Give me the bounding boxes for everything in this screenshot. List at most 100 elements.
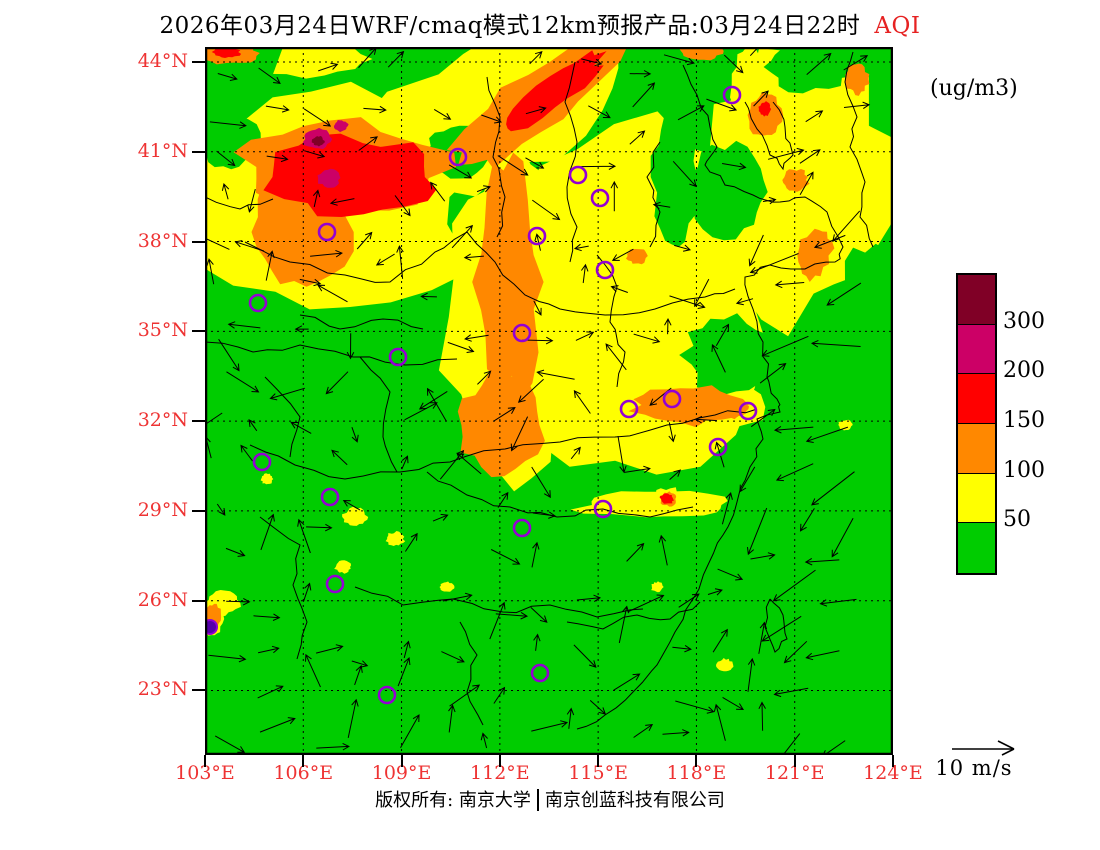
wind-arrow-icon bbox=[805, 650, 840, 661]
colorbar-segment bbox=[958, 374, 995, 424]
page-title: 2026年03月24日WRF/cmaq模式12km预报产品:03月24日22时 A… bbox=[20, 6, 1060, 40]
wind-arrow-icon bbox=[447, 341, 475, 353]
lon-tick bbox=[892, 755, 894, 767]
station-marker-filled bbox=[205, 619, 218, 635]
wind-arrow-icon bbox=[799, 171, 814, 196]
lat-tick bbox=[192, 420, 205, 423]
colorbar-segment bbox=[958, 473, 995, 524]
wind-arrow-icon bbox=[652, 201, 671, 210]
wind-arrow-icon bbox=[773, 687, 809, 698]
wind-arrow-icon bbox=[717, 568, 744, 581]
wind-arrow-icon bbox=[762, 196, 777, 205]
wind-arrow-icon bbox=[662, 729, 690, 737]
wind-arrow-icon bbox=[303, 108, 332, 127]
wind-arrow-icon bbox=[433, 108, 452, 120]
station-marker bbox=[595, 260, 615, 280]
wind-arrow-icon bbox=[216, 503, 226, 516]
wind-arrow-icon bbox=[761, 615, 802, 642]
wind-arrow-icon bbox=[476, 185, 491, 193]
wind-arrow-icon bbox=[265, 250, 275, 281]
wind-arrow-icon bbox=[531, 720, 569, 732]
wind-arrow-icon bbox=[529, 50, 543, 65]
wind-arrow-icon bbox=[448, 164, 473, 179]
wind-arrow-icon bbox=[394, 195, 411, 217]
lat-label: 35°N bbox=[137, 319, 188, 342]
wind-arrow-icon bbox=[401, 455, 409, 470]
wind-arrow-icon bbox=[663, 54, 695, 66]
wind-arrow-icon bbox=[611, 248, 634, 261]
station-marker bbox=[248, 293, 268, 313]
wind-arrow-icon bbox=[387, 50, 405, 68]
map-border bbox=[205, 47, 893, 755]
station-marker bbox=[320, 487, 340, 507]
wind-arrow-icon bbox=[234, 240, 265, 252]
wind-arrow-icon bbox=[354, 664, 363, 686]
station-marker bbox=[377, 685, 397, 705]
wind-arrow-icon bbox=[358, 136, 378, 151]
wind-arrow-icon bbox=[463, 253, 484, 261]
wind-arrow-icon bbox=[490, 549, 521, 565]
footer-company: 南京创蓝科技有限公司 bbox=[544, 790, 725, 811]
wind-arrow-icon bbox=[580, 162, 617, 170]
lon-label: 112°E bbox=[470, 762, 530, 784]
wind-arrow-icon bbox=[257, 685, 284, 699]
wind-arrow-icon bbox=[217, 73, 238, 81]
lon-label: 115°E bbox=[568, 762, 628, 784]
wind-arrow-icon bbox=[318, 62, 339, 72]
wind-arrow-icon bbox=[832, 210, 861, 243]
wind-arrows-layer bbox=[205, 47, 871, 755]
colorbar bbox=[956, 273, 997, 575]
station-marker bbox=[619, 399, 639, 419]
wind-arrow-icon bbox=[448, 704, 456, 733]
wind-arrow-icon bbox=[253, 613, 281, 621]
wind-arrow-icon bbox=[404, 532, 418, 552]
wind-arrow-icon bbox=[589, 700, 607, 715]
wind-arrow-icon bbox=[510, 416, 529, 452]
lon-label: 118°E bbox=[666, 762, 727, 784]
wind-arrow-icon bbox=[226, 371, 260, 393]
wind-arrow-icon bbox=[317, 284, 348, 303]
wind-arrow-icon bbox=[722, 696, 745, 711]
lat-label: 44°N bbox=[137, 49, 188, 72]
wind-arrow-icon bbox=[610, 180, 619, 212]
colorbar-label: 200 bbox=[1003, 358, 1045, 384]
wind-arrow-icon bbox=[753, 90, 769, 107]
wind-arrow-icon bbox=[258, 67, 281, 85]
wind-arrow-icon bbox=[310, 249, 343, 258]
lat-tick bbox=[192, 330, 205, 333]
wind-arrow-icon bbox=[493, 407, 516, 422]
wind-arrow-icon bbox=[216, 150, 236, 167]
wind-arrow-icon bbox=[214, 735, 246, 753]
wind-scale-label: 10 m/s bbox=[935, 756, 1013, 780]
wind-arrow-icon bbox=[342, 499, 361, 511]
station-marker bbox=[317, 222, 337, 242]
wind-arrow-icon bbox=[205, 412, 223, 426]
wind-arrow-icon bbox=[257, 645, 280, 654]
wind-arrow-icon bbox=[629, 70, 652, 78]
lat-label: 29°N bbox=[137, 498, 188, 521]
colorbar-segment bbox=[958, 275, 995, 325]
wind-arrow-icon bbox=[290, 421, 312, 434]
wind-arrow-icon bbox=[721, 491, 733, 525]
wind-arrow-icon bbox=[783, 640, 808, 664]
wind-arrow-icon bbox=[805, 426, 849, 443]
boundaries-layer bbox=[205, 51, 874, 730]
wind-arrow-icon bbox=[627, 594, 665, 613]
wind-arrow-icon bbox=[206, 258, 215, 285]
wind-arrow-icon bbox=[677, 105, 705, 121]
footer: 版权所有: 南京大学 南京创蓝科技有限公司 bbox=[0, 786, 1100, 814]
wind-arrow-icon bbox=[581, 58, 603, 67]
wind-arrow-icon bbox=[669, 469, 682, 480]
wind-arrow-icon bbox=[735, 298, 754, 306]
wind-arrow-icon bbox=[260, 513, 275, 551]
wind-arrow-icon bbox=[329, 198, 355, 206]
wind-arrow-icon bbox=[758, 621, 768, 654]
wind-arrow-icon bbox=[674, 244, 692, 252]
wind-arrow-icon bbox=[331, 449, 348, 466]
footer-owner: 版权所有: 南京大学 bbox=[375, 790, 531, 811]
wind-arrow-icon bbox=[613, 673, 641, 691]
forecast-map bbox=[205, 47, 893, 755]
wind-arrow-icon bbox=[573, 390, 591, 414]
colorbar-segment bbox=[958, 324, 995, 375]
wind-arrow-icon bbox=[495, 611, 529, 620]
